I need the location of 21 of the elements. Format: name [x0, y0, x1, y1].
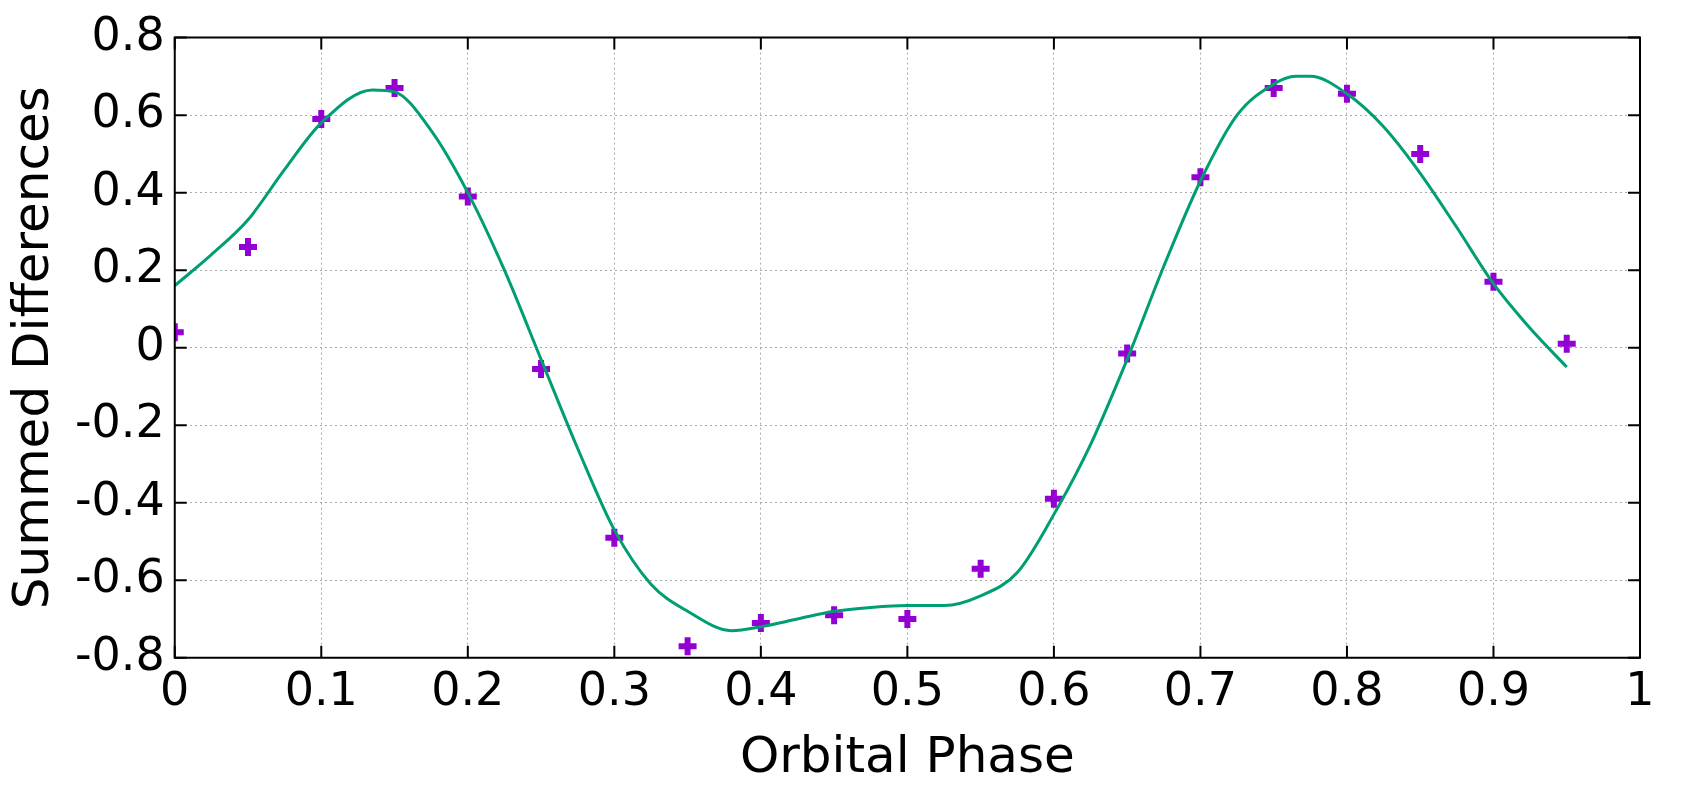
x-axis-title: Orbital Phase: [739, 725, 1075, 784]
x-tick-label: 0.9: [1456, 662, 1531, 717]
y-tick-label: 0.8: [91, 6, 165, 61]
x-tick-label: 0.5: [870, 662, 944, 717]
x-tick-label: 0.2: [431, 662, 505, 717]
y-tick-label: -0.4: [74, 471, 165, 526]
x-tick-label: 0.8: [1310, 662, 1384, 717]
x-tick-label: 0.3: [577, 662, 651, 717]
y-tick-label: 0.6: [91, 84, 165, 139]
y-axis-title: Summed Differences: [1, 86, 60, 610]
x-tick-label: 1: [1625, 662, 1655, 717]
x-tick-label: 0.1: [284, 662, 358, 717]
x-tick-label: 0.7: [1163, 662, 1237, 717]
x-tick-label: 0.6: [1017, 662, 1091, 717]
y-tick-label: -0.8: [74, 626, 165, 681]
y-tick-label: -0.6: [74, 549, 165, 604]
y-tick-label: -0.2: [74, 394, 165, 449]
y-tick-label: 0.4: [91, 161, 165, 216]
x-tick-label: 0.4: [724, 662, 798, 717]
y-tick-label: 0: [135, 316, 165, 371]
y-tick-label: 0.2: [91, 239, 165, 294]
